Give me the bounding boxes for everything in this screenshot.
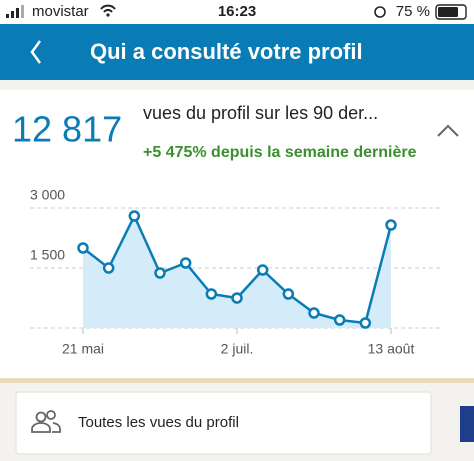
all-views-label: Toutes les vues du profil — [78, 414, 239, 431]
point — [128, 210, 141, 222]
y-tick-label: 3 000 — [30, 187, 65, 203]
point — [308, 307, 320, 319]
carrier: movistar — [32, 3, 89, 20]
back-button[interactable] — [30, 40, 42, 64]
collapse-button[interactable] — [437, 124, 459, 137]
header-bar — [0, 24, 474, 80]
y-tick-label: 1 500 — [30, 247, 65, 263]
point — [205, 288, 218, 300]
point — [102, 262, 115, 274]
point — [282, 288, 295, 300]
point — [333, 314, 346, 326]
signal-icon — [6, 5, 24, 18]
point — [256, 264, 269, 276]
point — [154, 267, 166, 279]
point — [231, 292, 243, 304]
area — [83, 216, 391, 328]
wifi-dot — [106, 13, 110, 17]
point — [359, 317, 372, 329]
header-title: Qui a consulté votre profil — [90, 39, 363, 64]
divider — [0, 378, 474, 383]
point — [77, 242, 89, 254]
x-tick-label: 21 mai — [62, 341, 104, 357]
point — [385, 219, 397, 231]
battery-level — [438, 7, 458, 17]
point — [179, 257, 192, 269]
status-bar — [0, 0, 474, 24]
total-views: 12 817 — [12, 109, 122, 150]
ad-thumbnail[interactable] — [460, 406, 474, 442]
views-change: +5 475% depuis la semaine dernière — [143, 144, 417, 161]
clock: 16:23 — [218, 3, 256, 20]
alarm-icon — [374, 6, 386, 18]
all-views-button[interactable] — [15, 391, 432, 455]
battery-text: 75 % — [396, 3, 430, 20]
views-description: vues du profil sur les 90 der... — [143, 103, 378, 123]
x-tick-label: 2 juil. — [221, 341, 254, 357]
wifi-icon — [100, 4, 116, 13]
x-tick-label: 13 août — [368, 341, 415, 357]
people-icon — [31, 410, 61, 433]
battery-icon — [435, 4, 467, 20]
chart: 1 500 3 000 21 mai 2 juil. 13 août — [30, 187, 440, 357]
